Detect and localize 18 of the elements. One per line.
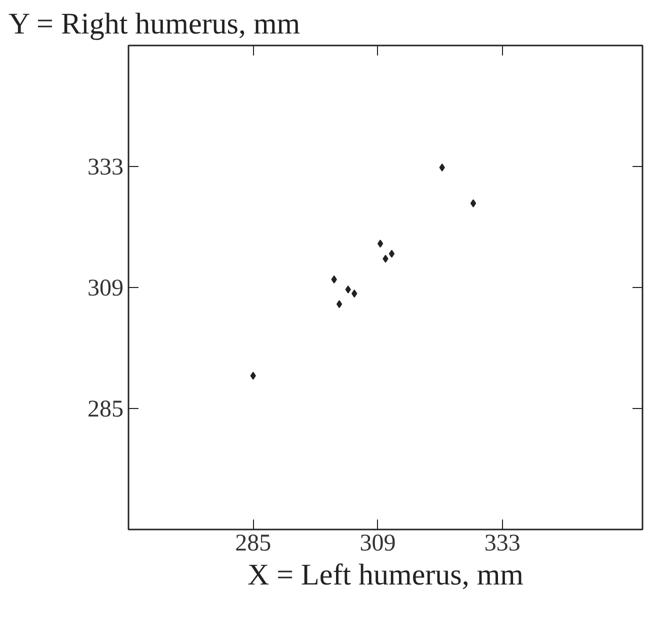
point xyxy=(377,240,384,248)
x-tick-label: 285 xyxy=(235,530,272,556)
point xyxy=(331,275,337,284)
x-tick-label: 309 xyxy=(360,530,396,556)
point xyxy=(352,290,358,298)
point xyxy=(382,254,388,263)
point xyxy=(388,250,395,258)
y-axis-title: Y = Right humerus, mm xyxy=(8,8,300,40)
point xyxy=(439,164,445,172)
point xyxy=(345,286,351,294)
point xyxy=(336,300,342,308)
x-axis-title: X = Left humerus, mm xyxy=(247,558,524,592)
x-tick-label: 333 xyxy=(484,530,520,556)
point xyxy=(250,372,256,380)
point xyxy=(470,199,476,208)
y-tick-label: 285 xyxy=(88,396,124,422)
y-tick-label: 333 xyxy=(88,154,124,180)
y-tick-label: 309 xyxy=(88,276,124,302)
